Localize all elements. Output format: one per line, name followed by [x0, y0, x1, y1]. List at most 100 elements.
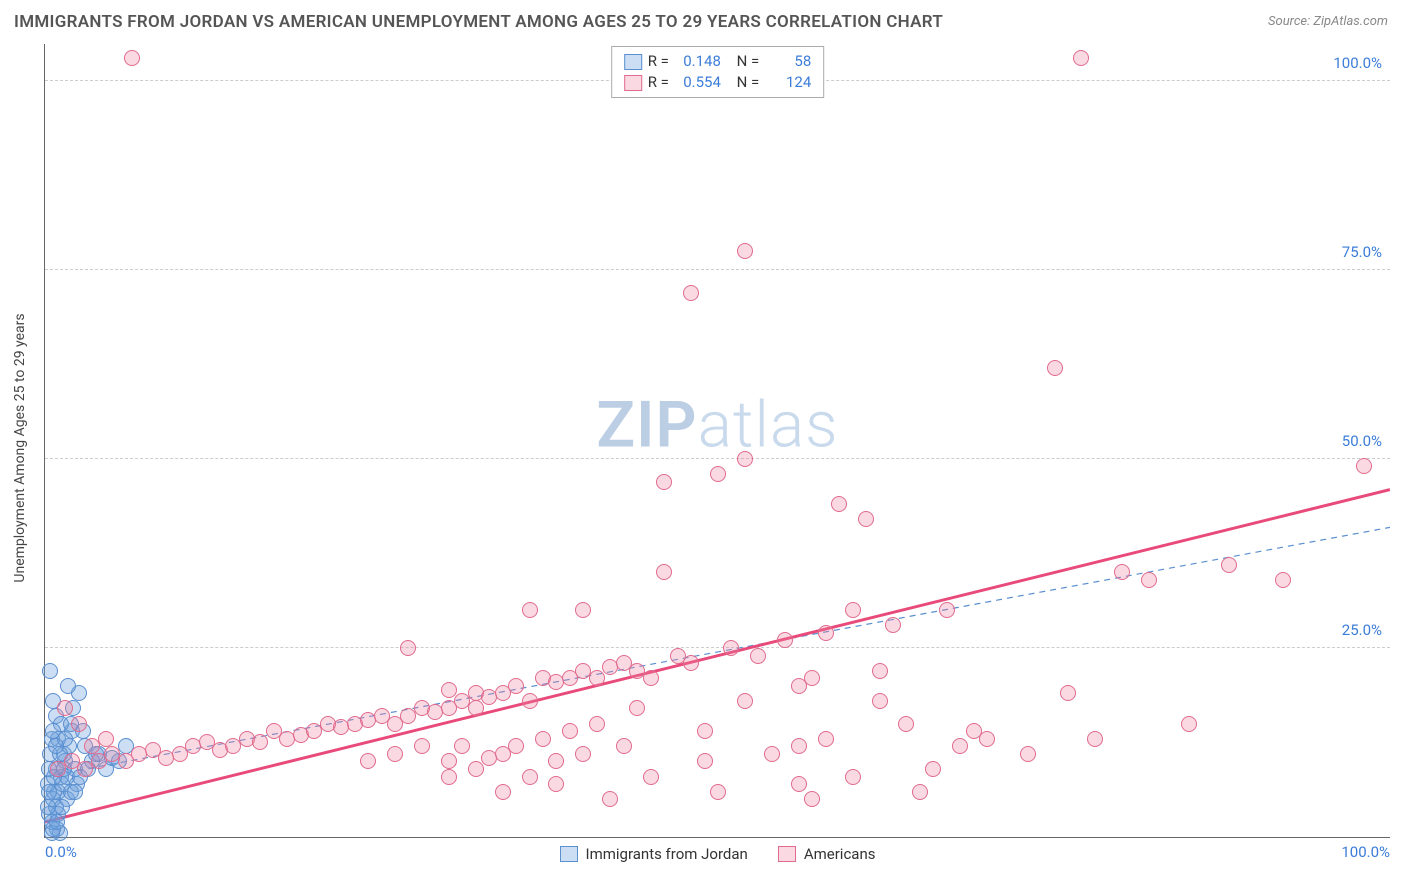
scatter-point [1060, 685, 1076, 701]
scatter-point [1356, 458, 1372, 474]
scatter-point [925, 761, 941, 777]
scatter-point [737, 451, 753, 467]
scatter-point [387, 746, 403, 762]
scatter-point [400, 640, 416, 656]
scatter-point [441, 769, 457, 785]
r-value-jordan: 0.148 [675, 51, 721, 72]
n-value-jordan: 58 [765, 51, 811, 72]
watermark: ZIPatlas [596, 387, 838, 462]
scatter-point [872, 663, 888, 679]
scatter-point [1114, 564, 1130, 580]
y-tick-label: 100.0% [1333, 54, 1382, 72]
scatter-point [791, 776, 807, 792]
scatter-point [1221, 557, 1237, 573]
x-tick-left: 0.0% [45, 843, 77, 861]
scatter-point [898, 716, 914, 732]
source-attribution: Source: ZipAtlas.com [1268, 14, 1388, 29]
scatter-point [252, 734, 268, 750]
scatter-point [697, 723, 713, 739]
scatter-point [858, 511, 874, 527]
scatter-point [818, 731, 834, 747]
scatter-point [845, 769, 861, 785]
stats-row-series-0: R = 0.148 N = 58 [624, 51, 812, 72]
watermark-zip: ZIP [596, 387, 697, 462]
legend-bottom: Immigrants from Jordan Americans [560, 845, 876, 863]
gridline [45, 458, 1390, 459]
scatter-point [872, 693, 888, 709]
scatter-point [602, 791, 618, 807]
scatter-point [57, 700, 73, 716]
scatter-point [643, 769, 659, 785]
n-label: N = [737, 72, 760, 93]
scatter-point [710, 784, 726, 800]
stats-row-series-1: R = 0.554 N = 124 [624, 72, 812, 93]
scatter-point [535, 731, 551, 747]
scatter-point [468, 761, 484, 777]
r-label: R = [648, 51, 669, 72]
scatter-point [764, 746, 780, 762]
gridline [45, 647, 1390, 648]
scatter-point [656, 474, 672, 490]
scatter-point [845, 602, 861, 618]
scatter-point [522, 769, 538, 785]
scatter-point [804, 791, 820, 807]
scatter-point [495, 784, 511, 800]
scatter-point [522, 602, 538, 618]
scatter-point [49, 814, 65, 830]
r-label: R = [648, 72, 669, 93]
scatter-point [804, 670, 820, 686]
scatter-point [831, 496, 847, 512]
scatter-point [562, 723, 578, 739]
scatter-point [360, 753, 376, 769]
scatter-point [60, 678, 76, 694]
scatter-point [723, 640, 739, 656]
scatter-point [40, 799, 56, 815]
scatter-point [45, 723, 61, 739]
scatter-point [41, 784, 57, 800]
n-label: N = [737, 51, 760, 72]
scatter-point [777, 632, 793, 648]
scatter-point [589, 716, 605, 732]
scatter-point [124, 50, 140, 66]
scatter-point [441, 682, 457, 698]
scatter-point [48, 738, 64, 754]
scatter-point [468, 700, 484, 716]
scatter-point [1087, 731, 1103, 747]
scatter-point [71, 716, 87, 732]
scatter-point [750, 648, 766, 664]
scatter-point [575, 746, 591, 762]
scatter-point [710, 466, 726, 482]
scatter-point [508, 678, 524, 694]
y-tick-label: 75.0% [1342, 243, 1382, 261]
gridline [45, 269, 1390, 270]
r-value-americans: 0.554 [675, 72, 721, 93]
watermark-atlas: atlas [698, 387, 839, 462]
scatter-point [912, 784, 928, 800]
scatter-point [1047, 360, 1063, 376]
legend-swatch-americans-bottom [778, 846, 796, 862]
n-value-americans: 124 [765, 72, 811, 93]
scatter-point [67, 784, 83, 800]
scatter-point [683, 285, 699, 301]
scatter-point [952, 738, 968, 754]
scatter-point [548, 776, 564, 792]
scatter-point [697, 753, 713, 769]
scatter-point [548, 753, 564, 769]
legend-swatch-jordan [624, 54, 642, 70]
scatter-point [98, 731, 114, 747]
legend-label-americans: Americans [804, 845, 876, 863]
scatter-point [508, 738, 524, 754]
scatter-point [1181, 716, 1197, 732]
scatter-point [414, 738, 430, 754]
scatter-point [1275, 572, 1291, 588]
x-tick-right: 100.0% [1341, 843, 1390, 861]
scatter-point [656, 564, 672, 580]
scatter-point [885, 617, 901, 633]
chart-title: IMMIGRANTS FROM JORDAN VS AMERICAN UNEMP… [14, 12, 943, 32]
scatter-point [1020, 746, 1036, 762]
scatter-point [979, 731, 995, 747]
scatter-point [1073, 50, 1089, 66]
scatter-point [643, 670, 659, 686]
plot-area: ZIPatlas 25.0%50.0%75.0%100.0% R = 0.148… [44, 44, 1390, 838]
scatter-point [629, 700, 645, 716]
